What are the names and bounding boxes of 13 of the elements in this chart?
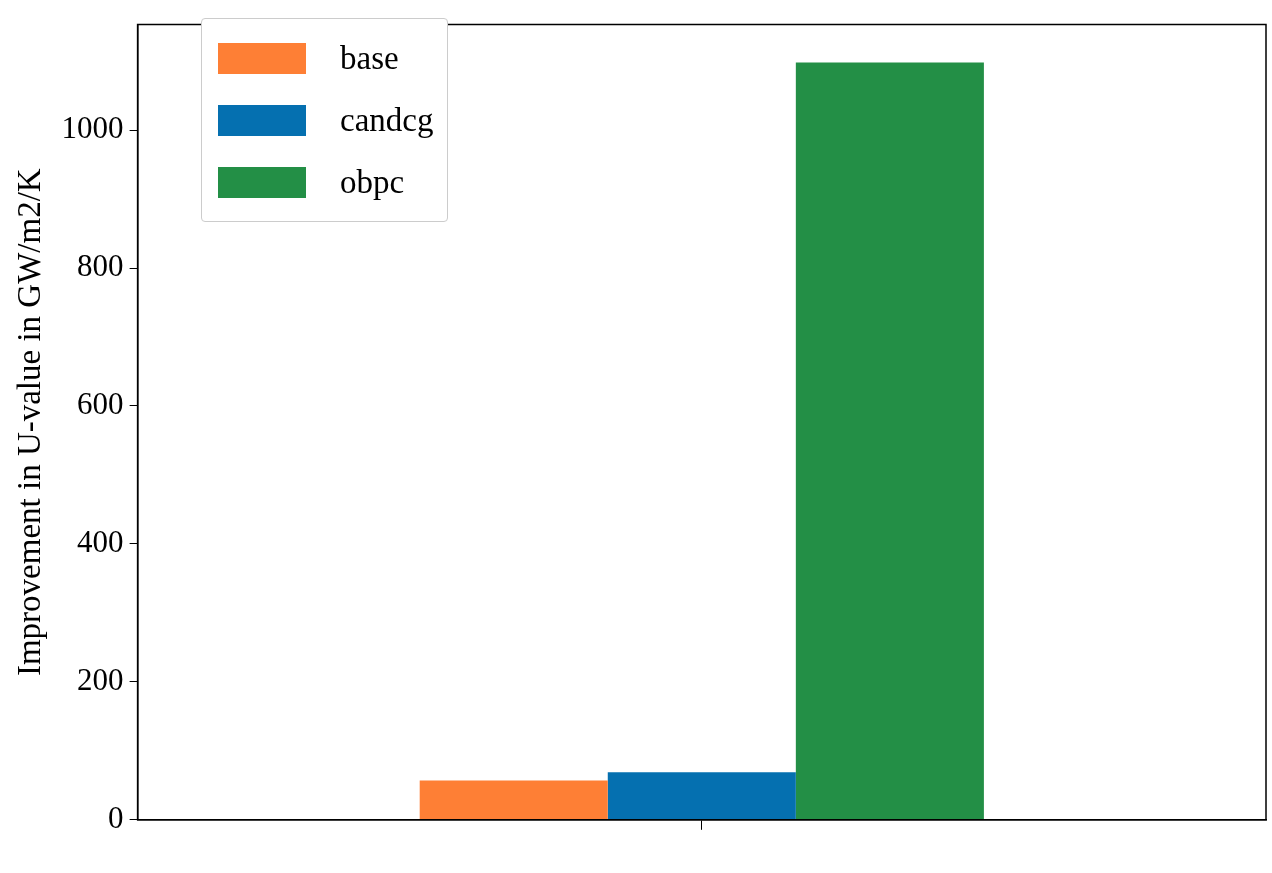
y-tick-label: 1000 xyxy=(61,110,124,146)
bar xyxy=(419,780,608,820)
y-axis-title: Improvement in U-value in GW/m2/K xyxy=(11,168,48,677)
y-tick-label: 0 xyxy=(108,799,124,835)
bar xyxy=(607,772,796,820)
legend-label: base xyxy=(340,39,399,77)
y-tick-label: 200 xyxy=(77,662,124,697)
legend-label: candcg xyxy=(340,101,434,139)
y-tick-label: 800 xyxy=(77,248,124,284)
bar xyxy=(795,62,984,820)
y-tick-label: 400 xyxy=(77,524,124,560)
legend-label: obpc xyxy=(340,163,405,201)
y-tick-label: 600 xyxy=(77,386,124,422)
